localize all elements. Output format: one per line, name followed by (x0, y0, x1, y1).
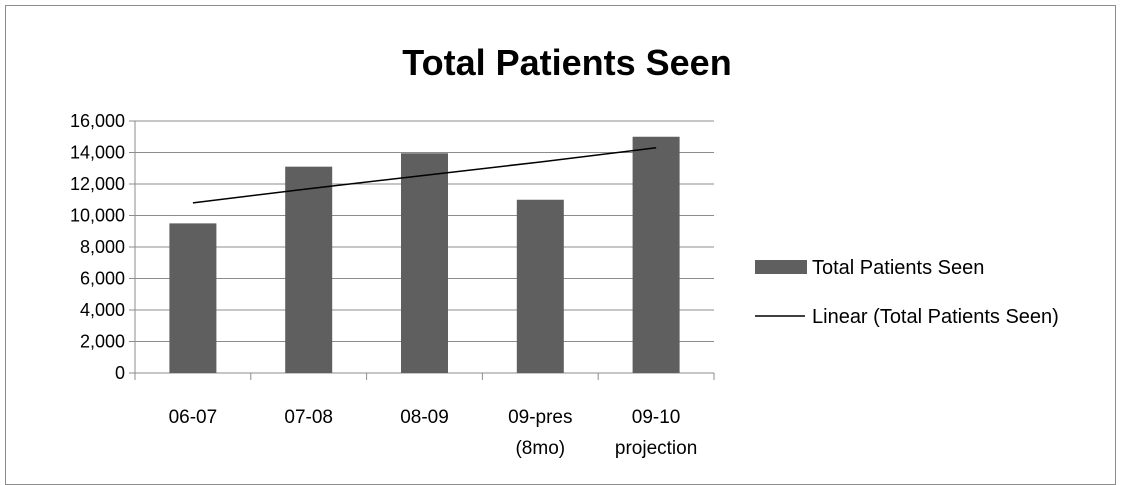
y-tick-label: 12,000 (70, 174, 125, 194)
bar (516, 199, 564, 373)
y-tick-label: 6,000 (80, 269, 125, 289)
y-tick-label: 14,000 (70, 143, 125, 163)
bar (632, 136, 680, 373)
x-tick-label: 08-09 (400, 407, 449, 428)
legend: Total Patients Seen Linear (Total Patient… (755, 257, 1059, 328)
y-tick-label: 8,000 (80, 237, 125, 257)
bar (401, 153, 448, 373)
y-tick-label: 0 (115, 363, 125, 383)
legend-label-trendline: Linear (Total Patients Seen) (812, 306, 1059, 328)
y-tick-label: 10,000 (70, 206, 125, 226)
bar-series (169, 136, 680, 373)
x-tick-label: 07-08 (284, 407, 333, 428)
y-tick-label: 4,000 (80, 300, 125, 320)
bar (285, 166, 333, 373)
trendline-series (192, 147, 657, 204)
x-tick-label: 09-10 projection (615, 407, 697, 459)
x-axis: 06-07 07-08 08-09 09-pres (8mo) 09-10 projecti… (134, 372, 715, 459)
x-tick-label: 09-pres (8mo) (508, 407, 572, 459)
chart-title: Total Patients Seen (402, 42, 731, 83)
legend-swatch-bars (755, 260, 807, 274)
legend-label-bars: Total Patients Seen (812, 257, 984, 279)
y-axis: 0 2,000 4,000 6,000 8,000 10,000 12,000 14,000 1… (70, 111, 136, 383)
x-tick-label: 06-07 (169, 407, 218, 428)
y-tick-label: 16,000 (70, 111, 125, 131)
trendline (192, 147, 657, 204)
bar (169, 223, 217, 373)
y-tick-label: 2,000 (80, 332, 125, 352)
